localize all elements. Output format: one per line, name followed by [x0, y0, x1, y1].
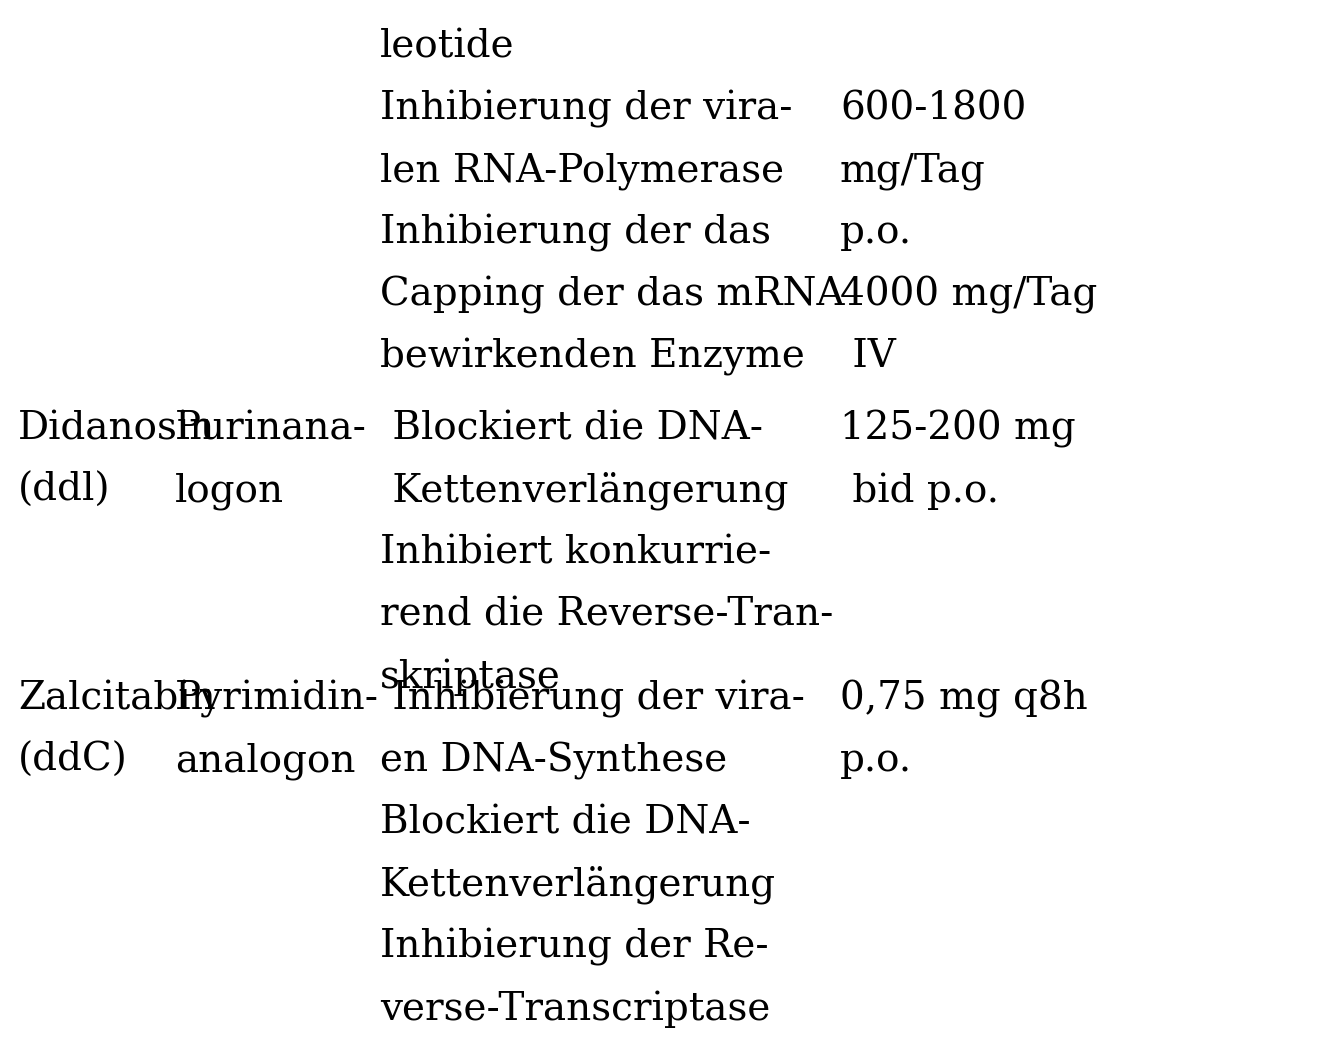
Text: Inhibiert konkurrie-: Inhibiert konkurrie-	[381, 535, 772, 571]
Text: leotide: leotide	[381, 28, 514, 65]
Text: Pyrimidin-: Pyrimidin-	[175, 680, 379, 718]
Text: analogon: analogon	[175, 742, 355, 779]
Text: Didanosin: Didanosin	[19, 410, 215, 447]
Text: len RNA-Polymerase: len RNA-Polymerase	[381, 152, 784, 189]
Text: Kettenverlängerung: Kettenverlängerung	[381, 472, 789, 510]
Text: bid p.o.: bid p.o.	[839, 472, 998, 509]
Text: logon: logon	[175, 472, 284, 509]
Text: p.o.: p.o.	[839, 742, 912, 779]
Text: IV: IV	[839, 338, 896, 376]
Text: Blockiert die DNA-: Blockiert die DNA-	[381, 804, 751, 841]
Text: 0,75 mg q8h: 0,75 mg q8h	[839, 680, 1087, 718]
Text: Inhibierung der vira-: Inhibierung der vira-	[381, 90, 793, 128]
Text: bewirkenden Enzyme: bewirkenden Enzyme	[381, 338, 805, 376]
Text: Inhibierung der das: Inhibierung der das	[381, 214, 770, 252]
Text: Purinana-: Purinana-	[175, 410, 367, 447]
Text: 125-200 mg: 125-200 mg	[839, 410, 1075, 448]
Text: Zalcitabin: Zalcitabin	[19, 680, 216, 717]
Text: Blockiert die DNA-: Blockiert die DNA-	[381, 410, 762, 447]
Text: mg/Tag: mg/Tag	[839, 152, 985, 189]
Text: 4000 mg/Tag: 4000 mg/Tag	[839, 276, 1098, 314]
Text: verse-Transcriptase: verse-Transcriptase	[381, 990, 770, 1027]
Text: 600-1800: 600-1800	[839, 90, 1026, 127]
Text: Capping der das mRNA: Capping der das mRNA	[381, 276, 845, 314]
Text: p.o.: p.o.	[839, 214, 912, 251]
Text: en DNA-Synthese: en DNA-Synthese	[381, 742, 727, 780]
Text: rend die Reverse-Tran-: rend die Reverse-Tran-	[381, 596, 833, 633]
Text: Kettenverlängerung: Kettenverlängerung	[381, 866, 776, 905]
Text: Inhibierung der Re-: Inhibierung der Re-	[381, 928, 769, 967]
Text: skriptase: skriptase	[381, 658, 561, 696]
Text: (ddC): (ddC)	[19, 742, 127, 779]
Text: Inhibierung der vira-: Inhibierung der vira-	[381, 680, 805, 718]
Text: (ddl): (ddl)	[19, 472, 110, 509]
